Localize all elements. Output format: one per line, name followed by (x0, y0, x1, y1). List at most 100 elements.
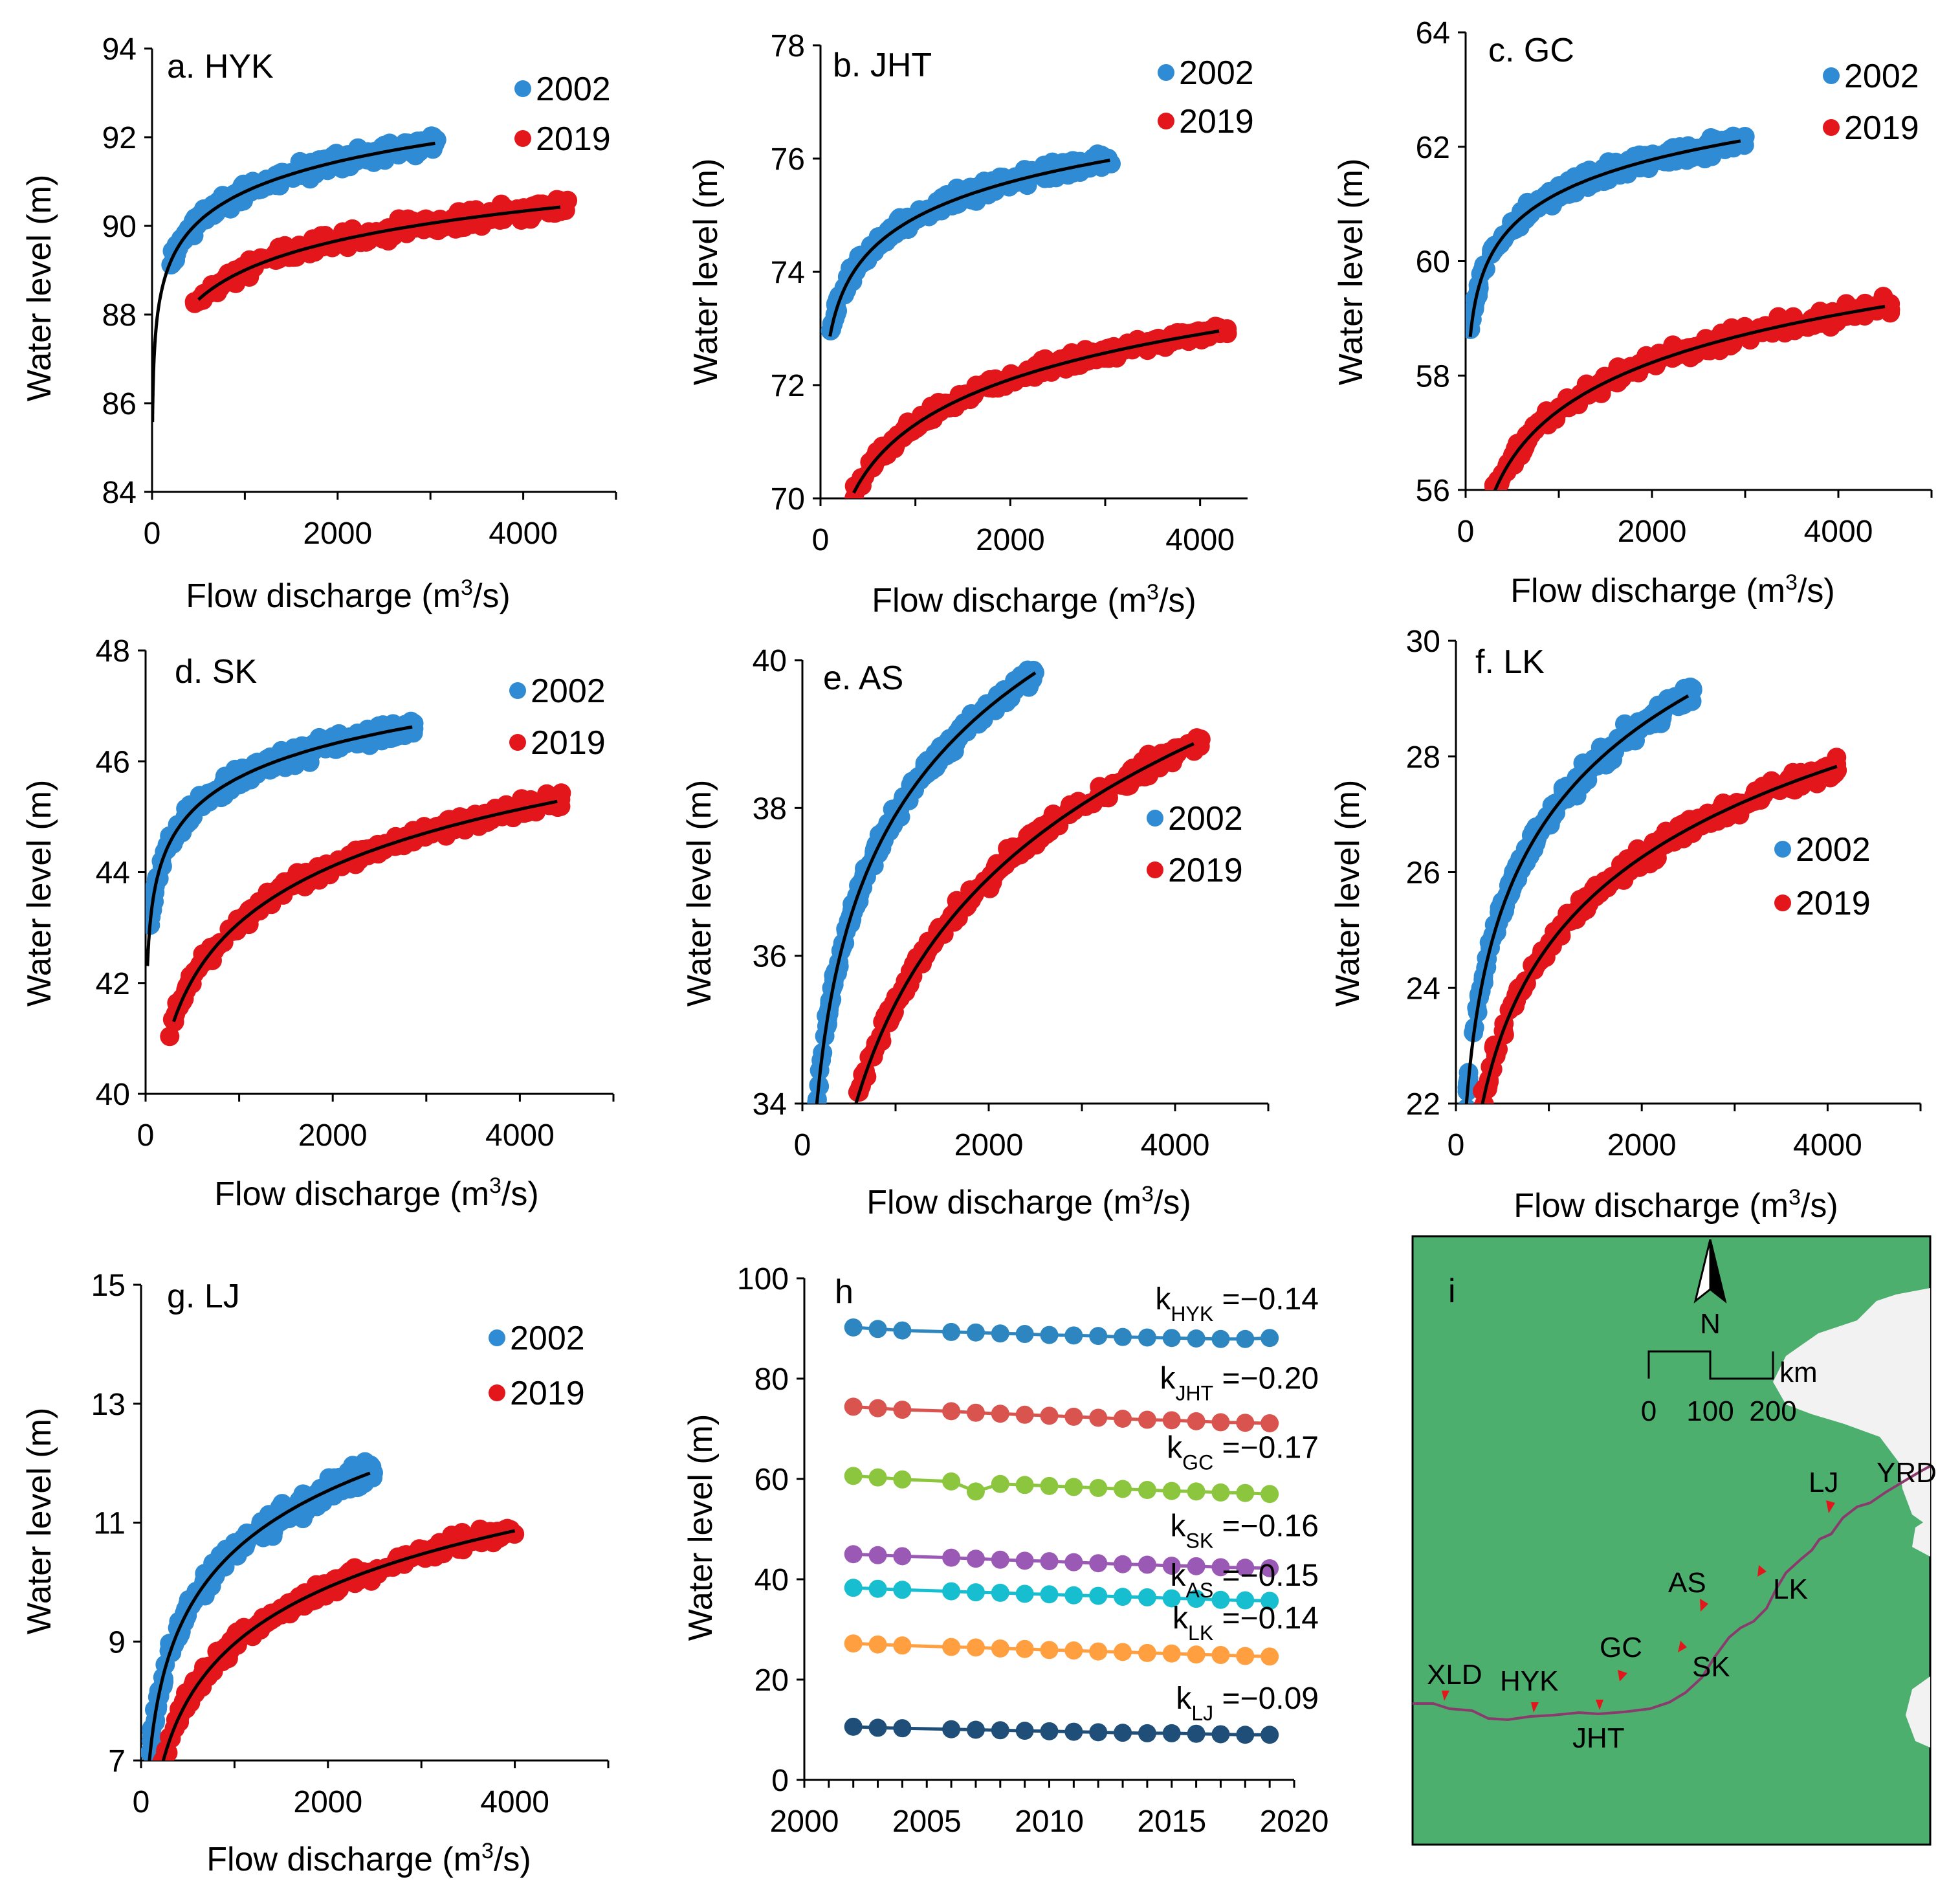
panel-h-point-LJ (1162, 1724, 1181, 1742)
panel-d-ytick-label: 40 (96, 1078, 130, 1112)
panel-h-point-JHT (1114, 1410, 1132, 1428)
panel-e-fit-2002 (815, 671, 1037, 1104)
scale-tick-100: 100 (1686, 1395, 1734, 1427)
panel-h-point-LJ (1138, 1724, 1156, 1742)
panel-d-ylabel: Water level (m) (21, 780, 58, 1007)
panel-d-axes: 40 42 44 46 48 0 2000 4000 (96, 634, 615, 1153)
panel-h-point-JHT (942, 1402, 961, 1421)
station-markers (1442, 1500, 1835, 1713)
north-label: N (1700, 1308, 1721, 1340)
panel-d-xtick-label: 2000 (298, 1118, 368, 1153)
panel-a-fit-2019 (197, 205, 561, 301)
panel-h-point-HYK (893, 1321, 912, 1340)
panel-h-point-JHT (1187, 1412, 1206, 1430)
panel-h-ytick-label: 0 (771, 1764, 789, 1798)
panel-h-point-HYK (1162, 1329, 1181, 1348)
panel-f-ytick-label: 22 (1406, 1087, 1440, 1122)
panel-d-point-2002 (146, 891, 164, 911)
panel-h-point-AS (1015, 1584, 1034, 1603)
panel-h-point-HYK (1064, 1326, 1083, 1345)
panel-h-series-GC: kGC =−0.17 (844, 1430, 1319, 1504)
panel-h-point-GC (1162, 1482, 1181, 1500)
panel-h-point-SK (1089, 1554, 1108, 1573)
panel-a-ytick-label: 88 (102, 298, 137, 333)
panel-g-point-2019 (289, 1586, 309, 1606)
panel-e-legend-2002: 2002 (1168, 800, 1243, 838)
panel-h-point-GC (966, 1482, 985, 1501)
panel-b-point-2019 (1157, 334, 1177, 354)
panel-e-point-2019 (913, 940, 933, 960)
station-label-yrd: YRD (1877, 1457, 1937, 1489)
panel-h-point-JHT (1064, 1407, 1083, 1426)
panel-h-point-SK (1211, 1558, 1230, 1577)
marker-gc (1618, 1670, 1627, 1682)
panel-h-point-HYK (844, 1318, 863, 1337)
panel-h-ytick-label: 20 (754, 1663, 789, 1698)
station-label-xld: XLD (1427, 1659, 1482, 1691)
panel-h-point-GC (1211, 1483, 1230, 1502)
panel-d-xtick-label: 0 (137, 1118, 155, 1153)
panel-c-point-2019 (1829, 307, 1849, 328)
panel-h-point-SK (868, 1546, 887, 1564)
panel-h-point-LK (1138, 1643, 1156, 1662)
panel-e-point-2002 (902, 772, 922, 792)
panel-c-xtick-label: 2000 (1618, 515, 1687, 549)
panel-e-legend-marker-2002 (1147, 810, 1163, 827)
panel-g-point-2019 (361, 1571, 381, 1591)
panel-f-ytick-label: 24 (1406, 972, 1440, 1006)
panel-c-point-2002 (1715, 131, 1735, 151)
panel-h-point-LK (1236, 1647, 1255, 1665)
panel-f-ytick-label: 28 (1406, 740, 1440, 775)
panel-h-point-AS (1138, 1588, 1156, 1606)
panel-b-xtick-label: 4000 (1165, 523, 1235, 557)
panel-h-ytick-label: 40 (754, 1563, 789, 1597)
panel-b-legend-2002: 2002 (1179, 54, 1254, 92)
panel-h-point-SK (966, 1549, 985, 1568)
panel-a-ylabel: Water level (m) (21, 175, 58, 402)
panel-h-point-GC (868, 1468, 887, 1487)
panel-h-point-LJ (844, 1717, 863, 1736)
north-arrow-icon: N (1693, 1239, 1727, 1340)
panel-g-lj: g. LJ Water level (m) Flow discharge (m3… (21, 1278, 585, 1878)
panel-c-fit-2019 (1493, 305, 1886, 490)
panel-h-point-JHT (868, 1399, 887, 1417)
panel-b-point-2002 (1028, 163, 1048, 183)
panel-i-map: i N km 0 100 200 XLD HYK JHT GC SK AS (1411, 1235, 1937, 1846)
panel-h-point-AS (1162, 1589, 1181, 1608)
panel-f-ytick-label: 26 (1406, 856, 1440, 891)
panel-g-xtick-label: 4000 (480, 1785, 549, 1819)
panel-f-axes: 22 24 26 28 30 0 2000 4000 (1406, 625, 1922, 1162)
panel-a-legend-2019: 2019 (536, 120, 611, 158)
panel-h-series-SK: kSK =−0.16 (844, 1509, 1319, 1577)
station-label-as: AS (1668, 1567, 1706, 1599)
panel-d-legend-2002: 2002 (531, 672, 606, 710)
panel-e-point-2019 (998, 839, 1018, 859)
panel-h-point-LK (966, 1638, 985, 1657)
panel-a-legend-marker-2002 (514, 80, 531, 97)
panel-d-title: d. SK (175, 653, 257, 691)
panel-c-title: c. GC (1488, 32, 1574, 69)
panel-e-axes: 34 36 38 40 0 2000 4000 (753, 644, 1270, 1162)
panel-e-ytick-label: 40 (753, 644, 787, 678)
panel-h-k-LJ: kLJ =−0.09 (1176, 1682, 1319, 1725)
panel-f-point-2002 (1603, 750, 1623, 770)
panel-f-fit-2019 (1481, 764, 1838, 1104)
panel-e-as: e. AS Water level (m) Flow discharge (m3… (681, 660, 1243, 1221)
panel-h-point-HYK (868, 1320, 887, 1338)
panel-h-point-GC (1015, 1476, 1034, 1494)
panel-h-point-JHT (991, 1405, 1009, 1423)
panel-g-ytick-label: 11 (93, 1507, 126, 1541)
panel-g-xtick-label: 2000 (293, 1785, 362, 1819)
panel-d-xlabel: Flow discharge (m3/s) (214, 1173, 538, 1213)
panel-h-point-SK (1187, 1557, 1206, 1575)
panel-h-point-AS (942, 1582, 961, 1601)
panel-a-ytick-label: 84 (102, 476, 137, 510)
panel-e-xtick-label: 0 (794, 1128, 811, 1162)
station-label-lk: LK (1773, 1573, 1808, 1605)
panel-f-ytick-label: 30 (1406, 625, 1440, 659)
panel-h-point-LJ (1114, 1724, 1132, 1742)
panel-h-point-HYK (1236, 1329, 1255, 1348)
panel-h-series-JHT: kJHT =−0.20 (844, 1361, 1319, 1432)
panel-b-point-2019 (894, 419, 914, 439)
panel-h-point-LJ (1064, 1722, 1083, 1741)
